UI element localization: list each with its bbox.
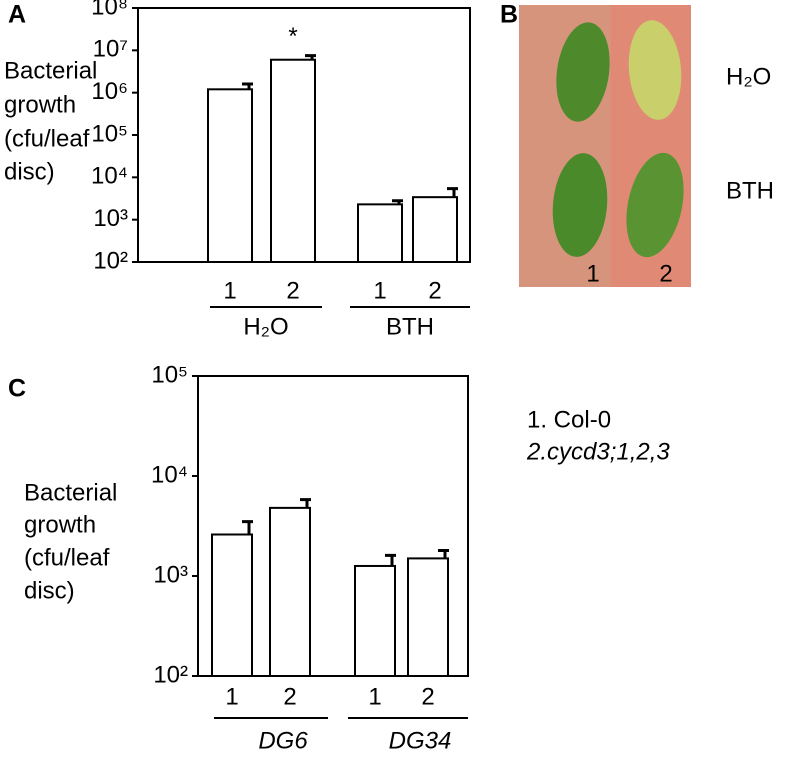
- error-bar: [447, 187, 458, 198]
- error-bar: [385, 553, 396, 566]
- panel-label: B: [500, 1, 518, 29]
- x-tick-label: 2: [286, 277, 299, 304]
- y-axis-label: disc): [24, 577, 75, 604]
- leaf: [552, 153, 608, 257]
- error-bar: [392, 199, 403, 205]
- panel-b: B H₂O BTH 1 2: [500, 1, 774, 288]
- error-bar: [438, 548, 449, 559]
- bar: [357, 203, 403, 263]
- plot-frame: [197, 375, 469, 677]
- legend-entry: 1. Col-0: [527, 406, 611, 433]
- error-bar: [305, 54, 316, 60]
- bar: [354, 564, 396, 678]
- y-tick-label: 10⁶: [91, 78, 128, 105]
- bar: [207, 88, 253, 263]
- y-axis-label: growth: [24, 511, 96, 538]
- y-tick-label: 10⁸: [91, 0, 128, 20]
- legend-entry: 2.cycd3;1,2,3: [526, 438, 670, 465]
- bar: [269, 506, 311, 678]
- column-label: 2: [659, 260, 672, 287]
- leaf: [626, 152, 684, 258]
- leaf: [628, 20, 682, 120]
- y-tick-label: 10³: [93, 205, 128, 232]
- x-tick-label: 1: [368, 683, 381, 710]
- error-bar: [242, 520, 253, 535]
- y-axis-label: disc): [4, 158, 55, 185]
- x-tick-label: 2: [428, 277, 441, 304]
- error-bar: [242, 82, 253, 90]
- column-label: 1: [586, 260, 599, 287]
- annotation: *: [288, 23, 297, 50]
- y-tick-label: 10²: [153, 661, 188, 688]
- y-axis-label: growth: [4, 91, 76, 118]
- x-tick-label: 2: [283, 683, 296, 710]
- group-label: DG6: [258, 727, 308, 754]
- y-tick-label: 10⁵: [91, 120, 128, 147]
- y-tick-label: 10⁴: [91, 163, 128, 190]
- x-tick-label: 2: [421, 683, 434, 710]
- x-tick-label: 1: [225, 683, 238, 710]
- y-axis-label: (cfu/leaf: [24, 544, 110, 571]
- group-label: BTH: [386, 313, 434, 340]
- x-tick-label: 1: [373, 277, 386, 304]
- y-tick-label: 10⁴: [151, 461, 188, 488]
- group-label: H₂O: [243, 313, 288, 340]
- bar: [270, 58, 316, 263]
- x-tick-label: 1: [223, 277, 236, 304]
- row-label: BTH: [726, 177, 774, 204]
- bar: [412, 196, 458, 263]
- panel-label: A: [8, 1, 26, 29]
- row-label: H₂O: [726, 63, 771, 90]
- y-axis-label: (cfu/leaf: [4, 125, 90, 152]
- y-tick-label: 10⁷: [93, 36, 128, 63]
- y-tick-label: 10⁵: [151, 361, 188, 388]
- y-tick-label: 10³: [153, 561, 188, 588]
- y-axis-label: Bacterial: [4, 57, 97, 84]
- leaf: [556, 22, 610, 122]
- group-label: DG34: [389, 727, 452, 754]
- error-bar: [300, 498, 311, 508]
- panel-label: C: [8, 375, 26, 403]
- bar: [211, 533, 253, 678]
- y-tick-label: 10²: [93, 247, 128, 274]
- bar: [407, 557, 449, 677]
- y-axis-label: Bacterial: [24, 479, 117, 506]
